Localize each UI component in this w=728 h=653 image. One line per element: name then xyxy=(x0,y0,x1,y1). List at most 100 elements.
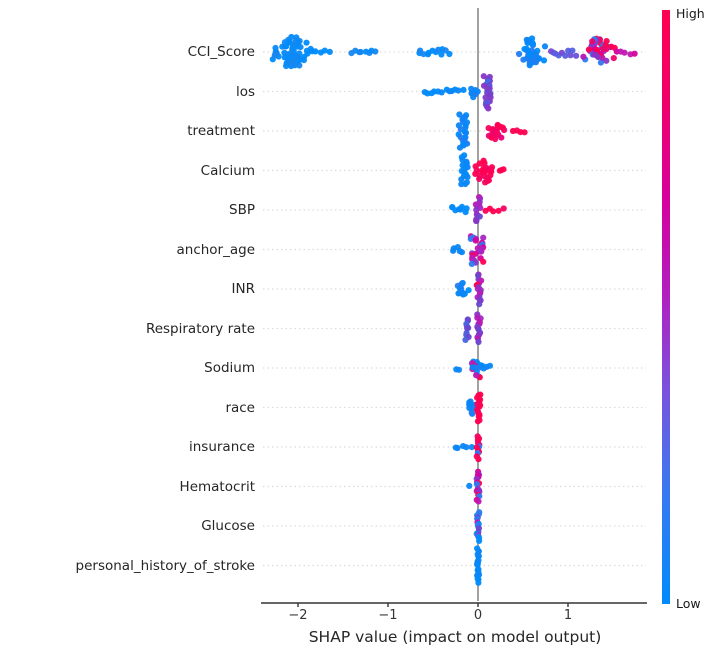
shap-point xyxy=(372,48,379,55)
shap-point xyxy=(438,89,445,96)
shap-point xyxy=(462,336,469,343)
shap-point xyxy=(592,51,599,59)
shap-point xyxy=(526,62,533,69)
shap-point xyxy=(608,43,615,50)
shap-point xyxy=(482,179,489,186)
shap-point xyxy=(486,362,494,369)
shap-point xyxy=(476,160,483,167)
shap-point xyxy=(498,134,505,141)
shap-point xyxy=(466,399,473,406)
feature-label: Respiratory rate xyxy=(145,320,255,337)
shap-point xyxy=(585,46,593,53)
shap-point xyxy=(296,50,303,57)
shap-point xyxy=(475,338,482,346)
feature-label: los xyxy=(235,83,255,100)
feature-label: race xyxy=(225,399,255,416)
shap-point xyxy=(599,45,607,52)
shap-point xyxy=(474,418,481,425)
shap-point xyxy=(481,173,488,180)
colorbar-high-label: High xyxy=(676,6,705,21)
shap-point xyxy=(523,36,530,43)
shap-point xyxy=(493,130,500,137)
shap-point xyxy=(303,39,310,46)
shap-point xyxy=(456,144,464,151)
shap-point xyxy=(460,86,467,93)
shap-point xyxy=(468,260,475,267)
feature-label: CCI_Score xyxy=(187,44,255,60)
feature-label: Calcium xyxy=(200,162,255,179)
x-axis-tick-label: 1 xyxy=(563,608,573,623)
shap-point xyxy=(610,55,617,62)
shap-point xyxy=(458,249,465,256)
shap-point xyxy=(458,176,465,183)
shap-point xyxy=(466,482,473,489)
shap-point xyxy=(454,444,461,452)
shap-point xyxy=(272,44,279,52)
feature-label: Glucose xyxy=(201,518,255,534)
shap-point xyxy=(593,46,601,54)
shap-point xyxy=(476,301,483,308)
shap-point xyxy=(523,45,530,53)
shap-point xyxy=(463,205,470,212)
shap-point xyxy=(297,44,304,51)
shap-point xyxy=(529,40,537,47)
shap-point xyxy=(462,129,469,136)
feature-label: Hematocrit xyxy=(179,478,255,495)
shap-point xyxy=(464,325,471,332)
shap-point xyxy=(464,174,471,181)
shap-point xyxy=(488,168,495,175)
feature-label: personal_history_of_stroke xyxy=(75,557,255,574)
shap-point xyxy=(291,39,298,47)
shap-point xyxy=(475,498,482,505)
shap-point xyxy=(468,409,475,416)
shap-point xyxy=(321,47,328,54)
feature-label: insurance xyxy=(188,439,255,455)
shap-point xyxy=(500,205,507,212)
shap-point xyxy=(460,290,467,297)
x-axis-tick-label: −1 xyxy=(378,608,398,623)
x-axis-tick-label: 0 xyxy=(473,608,483,623)
shap-point xyxy=(459,279,466,287)
shap-point xyxy=(500,166,507,173)
shap-point xyxy=(292,59,299,66)
shap-point xyxy=(528,35,536,42)
shap-point xyxy=(462,180,469,188)
shap-point xyxy=(312,48,319,55)
shap-point xyxy=(476,537,483,545)
shap-point xyxy=(489,126,496,133)
shap-point xyxy=(526,51,534,58)
shap-point xyxy=(473,372,480,379)
feature-label: anchor_age xyxy=(176,241,255,258)
feature-label: Sodium xyxy=(204,360,255,376)
shap-point xyxy=(475,456,482,463)
shap-point xyxy=(476,175,483,182)
feature-label: INR xyxy=(231,281,255,297)
shap-point xyxy=(501,126,508,134)
shap-point xyxy=(516,50,523,58)
shap-point xyxy=(478,167,485,174)
shap-point xyxy=(480,234,487,241)
shap-point xyxy=(420,51,427,58)
shap-point xyxy=(469,364,476,371)
feature-label: SBP xyxy=(229,202,255,218)
x-axis-title: SHAP value (impact on model output) xyxy=(308,628,602,646)
shap-point xyxy=(597,59,605,66)
shap-point xyxy=(567,52,574,59)
shap-point xyxy=(631,50,638,57)
shap-point xyxy=(463,444,470,451)
shap-point xyxy=(589,38,596,45)
shap-point xyxy=(541,43,549,50)
shap-point xyxy=(289,45,296,52)
shap-point xyxy=(473,481,480,488)
x-axis-tick-label: −2 xyxy=(288,608,308,623)
shap-point xyxy=(438,51,445,58)
shap-point xyxy=(271,52,278,59)
shap-point xyxy=(621,49,628,56)
shap-point xyxy=(357,48,364,56)
shap-point xyxy=(473,217,480,224)
shap-point xyxy=(472,87,479,94)
shap-point xyxy=(603,38,610,45)
shap-point xyxy=(455,366,463,373)
